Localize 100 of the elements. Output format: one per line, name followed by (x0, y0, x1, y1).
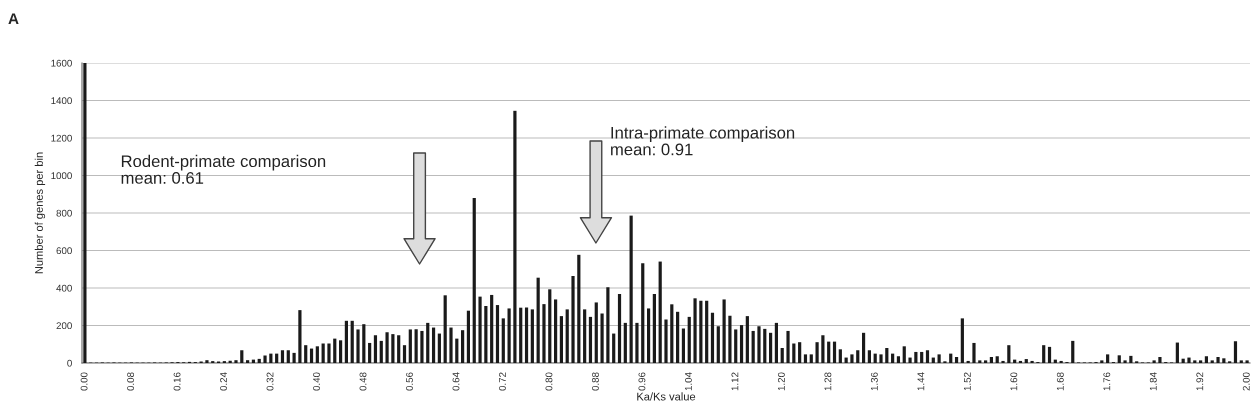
y-tick-label: 1200 (51, 134, 72, 142)
bar (309, 348, 314, 363)
bar (850, 354, 854, 363)
bar (1152, 360, 1156, 363)
bar (710, 312, 715, 363)
bar (1204, 356, 1209, 363)
bar (664, 319, 668, 363)
bar (524, 307, 529, 363)
bar (676, 311, 680, 363)
bar (205, 360, 209, 363)
bar (861, 332, 866, 363)
y-tick-label: 1600 (51, 59, 72, 67)
x-tick-label: 1.20 (777, 372, 785, 391)
bar (1239, 360, 1243, 363)
bar (356, 329, 360, 363)
bar (803, 354, 808, 363)
bar (559, 316, 563, 363)
bar (275, 353, 279, 363)
bar (687, 316, 691, 363)
bar (1100, 360, 1104, 363)
bar (385, 332, 389, 363)
x-tick-label: 0.40 (313, 372, 320, 391)
bar (315, 346, 319, 363)
bar (821, 335, 825, 363)
bar (734, 329, 738, 363)
bar (402, 345, 407, 363)
bar (542, 304, 546, 363)
bar (774, 322, 779, 363)
bar (443, 295, 447, 363)
bar (344, 320, 348, 363)
bar (786, 330, 790, 363)
y-tick-label: 600 (56, 247, 72, 255)
bar (472, 198, 476, 363)
bar (530, 309, 534, 363)
bar (623, 322, 627, 363)
x-tick-label: 1.44 (917, 372, 925, 391)
bar (408, 329, 412, 363)
bar (588, 316, 593, 363)
bar (693, 298, 697, 363)
bar (612, 333, 616, 363)
bar (397, 335, 401, 363)
bar (1158, 357, 1162, 363)
bar (553, 299, 558, 363)
x-tick-label: 0.88 (591, 372, 599, 391)
bar (263, 355, 267, 363)
bar (745, 316, 749, 363)
bar (1222, 358, 1226, 363)
bar (670, 304, 674, 363)
bar (414, 329, 418, 363)
bar (1123, 360, 1127, 363)
bar (838, 349, 842, 363)
bar (995, 356, 999, 363)
bar (1071, 340, 1075, 363)
bar (379, 340, 383, 363)
bar (484, 306, 488, 363)
x-tick-label: 1.84 (1149, 372, 1157, 391)
bar (658, 261, 662, 363)
bar (722, 299, 726, 363)
x-tick-label: 1.04 (684, 372, 692, 391)
bar (571, 276, 575, 363)
x-tick-label: 0.24 (220, 372, 227, 391)
x-tick-label: 2.00 (1242, 372, 1250, 391)
bar (420, 330, 424, 363)
bar (466, 310, 471, 363)
bar (321, 343, 325, 363)
bar (716, 326, 720, 363)
annotation: Intra-primate comparison mean: 0.91 (611, 126, 795, 156)
bar (1129, 355, 1133, 363)
bar (426, 322, 430, 363)
bar (960, 318, 964, 363)
bar (937, 354, 941, 363)
bar (373, 335, 378, 363)
x-tick-label: 1.68 (1056, 372, 1064, 391)
bar (879, 354, 883, 363)
x-tick-label: 1.60 (1010, 372, 1018, 391)
bar (757, 326, 761, 363)
bar (681, 328, 686, 363)
bar (617, 294, 622, 363)
bar (292, 352, 296, 363)
bar (286, 350, 290, 363)
x-tick-label: 1.52 (963, 372, 971, 391)
bar (984, 360, 988, 363)
bar (565, 309, 569, 363)
y-tick-label: 800 (56, 209, 72, 217)
bar (368, 342, 372, 363)
bar (809, 354, 813, 363)
bar (873, 353, 877, 363)
bar (548, 289, 552, 363)
x-tick-label: 0.08 (127, 372, 134, 391)
bar (449, 327, 453, 363)
bar (513, 110, 517, 363)
x-tick-label: 0.96 (638, 372, 646, 391)
x-tick-label: 0.00 (80, 372, 88, 391)
x-tick-label: 1.28 (824, 372, 832, 391)
bar (304, 345, 308, 363)
bar (728, 315, 732, 363)
bar (978, 360, 982, 363)
bar (885, 348, 889, 363)
x-tick-label: 0.48 (359, 372, 367, 391)
x-tick-label: 0.72 (499, 372, 506, 391)
